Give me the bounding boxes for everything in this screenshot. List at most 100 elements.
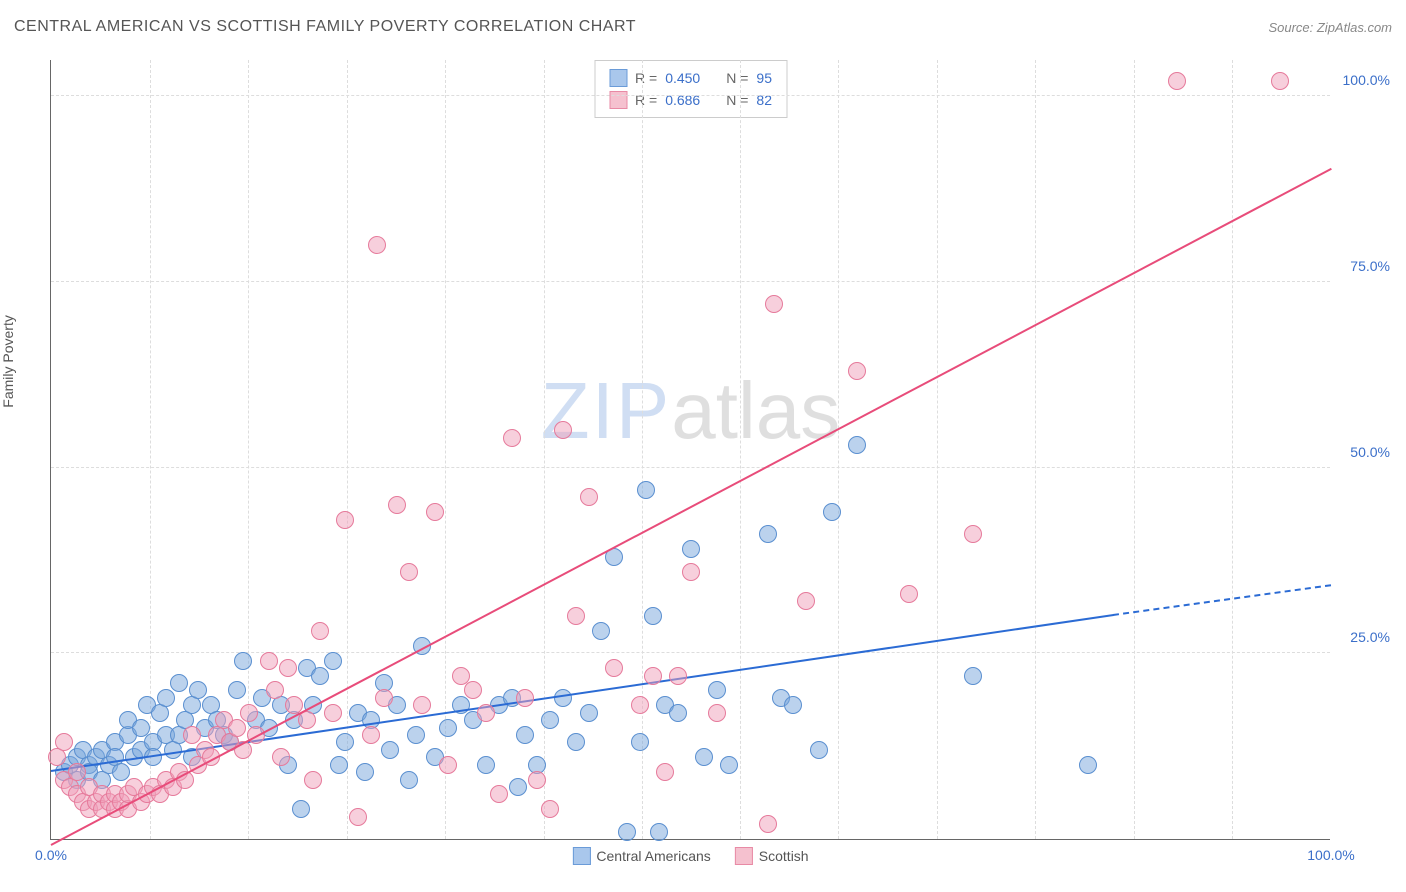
data-point — [228, 719, 246, 737]
y-tick-label: 50.0% — [1350, 444, 1390, 460]
data-point — [592, 622, 610, 640]
data-point — [516, 726, 534, 744]
data-point — [368, 236, 386, 254]
gridline-v — [1134, 60, 1135, 839]
data-point — [388, 496, 406, 514]
data-point — [682, 563, 700, 581]
data-point — [330, 756, 348, 774]
trend-line — [51, 169, 1332, 847]
data-point — [304, 771, 322, 789]
data-point — [272, 748, 290, 766]
data-point — [324, 652, 342, 670]
data-point — [848, 436, 866, 454]
legend-series-item: Scottish — [735, 847, 809, 865]
legend-series-item: Central Americans — [572, 847, 710, 865]
data-point — [183, 726, 201, 744]
data-point — [637, 481, 655, 499]
data-point — [490, 785, 508, 803]
data-point — [797, 592, 815, 610]
data-point — [631, 696, 649, 714]
data-point — [618, 823, 636, 841]
data-point — [407, 726, 425, 744]
data-point — [669, 704, 687, 722]
data-point — [279, 659, 297, 677]
chart-source: Source: ZipAtlas.com — [1268, 20, 1392, 35]
gridline-v — [740, 60, 741, 839]
watermark-zip: ZIP — [541, 366, 671, 455]
plot-area: ZIPatlas R =0.450N =95R =0.686N =82 Cent… — [50, 60, 1330, 840]
gridline-v — [1035, 60, 1036, 839]
data-point — [349, 808, 367, 826]
data-point — [464, 681, 482, 699]
data-point — [528, 771, 546, 789]
data-point — [400, 563, 418, 581]
legend-stats-row: R =0.450N =95 — [609, 67, 772, 89]
data-point — [695, 748, 713, 766]
data-point — [554, 689, 572, 707]
data-point — [964, 667, 982, 685]
data-point — [605, 659, 623, 677]
data-point — [516, 689, 534, 707]
x-tick-label: 100.0% — [1307, 847, 1354, 863]
data-point — [189, 681, 207, 699]
data-point — [567, 733, 585, 751]
gridline-v — [1232, 60, 1233, 839]
data-point — [759, 525, 777, 543]
trend-line-dashed — [1113, 584, 1331, 616]
data-point — [311, 622, 329, 640]
r-label: R = — [635, 70, 657, 86]
data-point — [439, 756, 457, 774]
data-point — [708, 704, 726, 722]
data-point — [567, 607, 585, 625]
data-point — [234, 652, 252, 670]
legend-swatch — [735, 847, 753, 865]
y-tick-label: 75.0% — [1350, 258, 1390, 274]
data-point — [228, 681, 246, 699]
data-point — [68, 763, 86, 781]
data-point — [400, 771, 418, 789]
data-point — [375, 689, 393, 707]
y-tick-label: 100.0% — [1343, 72, 1390, 88]
data-point — [580, 488, 598, 506]
data-point — [784, 696, 802, 714]
gridline-v — [937, 60, 938, 839]
n-label: N = — [726, 70, 748, 86]
data-point — [170, 674, 188, 692]
data-point — [260, 652, 278, 670]
data-point — [1168, 72, 1186, 90]
y-axis-label: Family Poverty — [0, 315, 16, 408]
data-point — [381, 741, 399, 759]
data-point — [503, 429, 521, 447]
data-point — [413, 696, 431, 714]
gridline-v — [347, 60, 348, 839]
gridline-h — [51, 95, 1330, 96]
watermark: ZIPatlas — [541, 365, 840, 457]
gridline-h — [51, 467, 1330, 468]
x-tick-label: 0.0% — [35, 847, 67, 863]
data-point — [541, 800, 559, 818]
data-point — [823, 503, 841, 521]
data-point — [240, 704, 258, 722]
data-point — [650, 823, 668, 841]
chart-title: CENTRAL AMERICAN VS SCOTTISH FAMILY POVE… — [14, 18, 636, 36]
data-point — [580, 704, 598, 722]
data-point — [708, 681, 726, 699]
data-point — [900, 585, 918, 603]
legend-series: Central Americans Scottish — [572, 847, 808, 865]
data-point — [439, 719, 457, 737]
data-point — [112, 763, 130, 781]
data-point — [477, 704, 495, 722]
data-point — [132, 719, 150, 737]
chart-header: CENTRAL AMERICAN VS SCOTTISH FAMILY POVE… — [14, 18, 1392, 36]
data-point — [631, 733, 649, 751]
data-point — [336, 733, 354, 751]
data-point — [426, 503, 444, 521]
data-point — [848, 362, 866, 380]
legend-series-label: Scottish — [759, 848, 809, 864]
data-point — [669, 667, 687, 685]
data-point — [55, 733, 73, 751]
data-point — [452, 667, 470, 685]
data-point — [682, 540, 700, 558]
data-point — [810, 741, 828, 759]
legend-stats: R =0.450N =95R =0.686N =82 — [594, 60, 787, 118]
